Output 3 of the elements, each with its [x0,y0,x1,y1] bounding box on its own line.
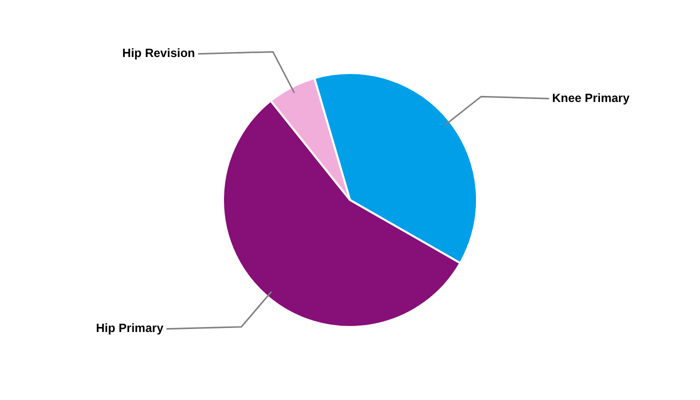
slice-label: Hip Primary [96,321,164,336]
slice-label: Hip Revision [122,46,195,60]
slice-label: Knee Primary [552,90,630,105]
